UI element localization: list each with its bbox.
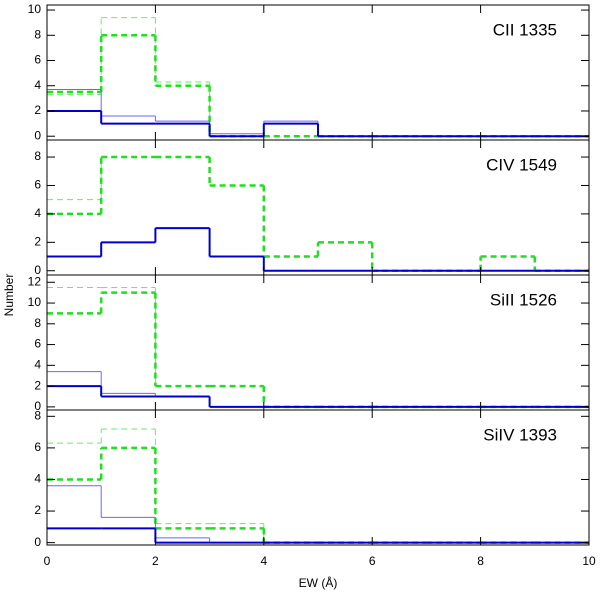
y-tick-label: 10 bbox=[28, 295, 42, 309]
y-tick-label: 10 bbox=[28, 2, 42, 16]
x-tick-label: 6 bbox=[369, 554, 376, 568]
y-tick-label: 8 bbox=[34, 316, 41, 330]
y-tick-label: 6 bbox=[34, 53, 41, 67]
y-tick-label: 6 bbox=[34, 178, 41, 192]
y-tick-label: 4 bbox=[34, 358, 41, 372]
y-tick-label: 4 bbox=[34, 206, 41, 220]
panel-label: CII 1335 bbox=[493, 20, 557, 39]
panel-label: SiII 1526 bbox=[490, 290, 557, 309]
y-tick-label: 0 bbox=[34, 263, 41, 277]
y-tick-label: 4 bbox=[34, 472, 41, 486]
panel-frame bbox=[46, 409, 590, 546]
panel-label: SiIV 1393 bbox=[483, 425, 557, 444]
y-tick-label: 6 bbox=[34, 337, 41, 351]
x-tick-label: 2 bbox=[152, 554, 159, 568]
y-tick-label: 8 bbox=[34, 408, 41, 422]
y-axis-label: Number bbox=[2, 274, 16, 317]
y-tick-label: 0 bbox=[34, 128, 41, 142]
y-tick-label: 0 bbox=[34, 399, 41, 413]
y-tick-label: 8 bbox=[34, 149, 41, 163]
x-tick-label: 10 bbox=[582, 554, 596, 568]
y-tick-label: 2 bbox=[34, 503, 41, 517]
x-tick-label: 0 bbox=[44, 554, 51, 568]
x-axis-label: EW (Å) bbox=[299, 575, 338, 590]
y-tick-label: 6 bbox=[34, 440, 41, 454]
x-tick-label: 4 bbox=[260, 554, 267, 568]
y-tick-label: 12 bbox=[28, 274, 42, 288]
y-tick-label: 2 bbox=[34, 103, 41, 117]
y-tick-label: 0 bbox=[34, 535, 41, 549]
y-tick-label: 2 bbox=[34, 234, 41, 248]
y-tick-label: 2 bbox=[34, 378, 41, 392]
y-tick-label: 4 bbox=[34, 78, 41, 92]
x-tick-label: 8 bbox=[477, 554, 484, 568]
panel-label: CIV 1549 bbox=[486, 155, 557, 174]
y-tick-label: 8 bbox=[34, 27, 41, 41]
